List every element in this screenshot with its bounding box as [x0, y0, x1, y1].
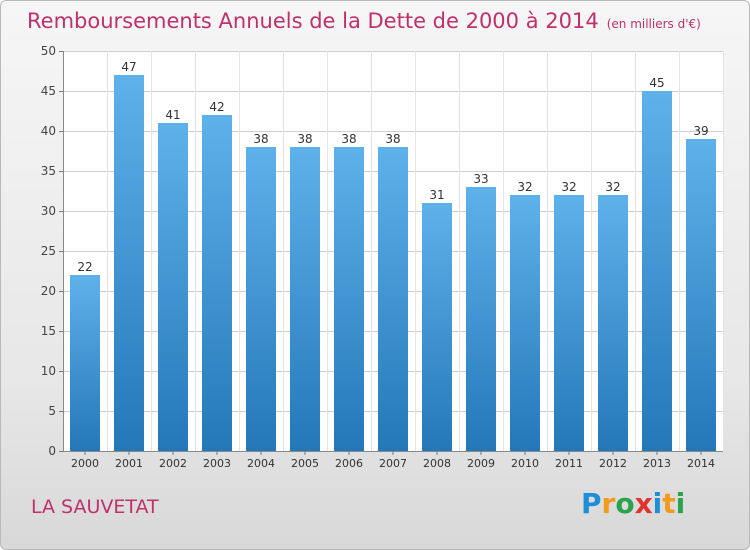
- logo-letter: i: [652, 487, 663, 520]
- logo-letter: i: [675, 487, 686, 520]
- bar-value-label: 47: [121, 60, 136, 74]
- bar-value-label: 31: [429, 188, 444, 202]
- proxiti-logo[interactable]: Proxiti: [581, 487, 685, 520]
- bar-2006[interactable]: [334, 147, 364, 451]
- y-tick-label: 20: [41, 284, 56, 298]
- bar-2001[interactable]: [114, 75, 144, 451]
- bar-value-label: 45: [649, 76, 664, 90]
- bar-2007[interactable]: [378, 147, 408, 451]
- bar-2010[interactable]: [510, 195, 540, 451]
- x-tick-label: 2014: [687, 457, 715, 470]
- bar-value-label: 38: [253, 132, 268, 146]
- bar-2011[interactable]: [554, 195, 584, 451]
- bar-2013[interactable]: [642, 91, 672, 451]
- bar-2003[interactable]: [202, 115, 232, 451]
- logo-letter: r: [601, 487, 616, 520]
- chart-title: Remboursements Annuels de la Dette de 20…: [27, 9, 701, 33]
- y-tick-label: 50: [41, 44, 56, 58]
- y-tick-label: 0: [48, 444, 56, 458]
- bar-2008[interactable]: [422, 203, 452, 451]
- bar-2009[interactable]: [466, 187, 496, 451]
- chart-unit: (en milliers d'€): [606, 17, 701, 31]
- y-tick-label: 15: [41, 324, 56, 338]
- bar-value-label: 42: [209, 100, 224, 114]
- x-tick-label: 2009: [467, 457, 495, 470]
- bar-value-label: 38: [385, 132, 400, 146]
- bar-value-label: 41: [165, 108, 180, 122]
- y-tick-label: 45: [41, 84, 56, 98]
- x-tick-label: 2008: [423, 457, 451, 470]
- bar-2004[interactable]: [246, 147, 276, 451]
- y-tick-label: 25: [41, 244, 56, 258]
- y-tick-label: 10: [41, 364, 56, 378]
- bar-value-label: 38: [341, 132, 356, 146]
- x-tick-label: 2001: [115, 457, 143, 470]
- x-tick-label: 2006: [335, 457, 363, 470]
- bar-2012[interactable]: [598, 195, 628, 451]
- y-tick-label: 40: [41, 124, 56, 138]
- bar-2000[interactable]: [70, 275, 100, 451]
- chart-title-text: Remboursements Annuels de la Dette de 20…: [27, 9, 599, 33]
- logo-letter: x: [634, 487, 653, 520]
- x-tick-label: 2012: [599, 457, 627, 470]
- bar-2005[interactable]: [290, 147, 320, 451]
- y-tick-label: 30: [41, 204, 56, 218]
- x-tick-label: 2000: [71, 457, 99, 470]
- x-tick-label: 2010: [511, 457, 539, 470]
- x-tick-label: 2004: [247, 457, 275, 470]
- town-name: LA SAUVETAT: [31, 496, 159, 518]
- bar-value-label: 38: [297, 132, 312, 146]
- x-tick-label: 2013: [643, 457, 671, 470]
- bar-value-label: 32: [605, 180, 620, 194]
- bar-value-label: 22: [77, 260, 92, 274]
- x-tick-label: 2003: [203, 457, 231, 470]
- y-tick-label: 5: [48, 404, 56, 418]
- bar-value-label: 33: [473, 172, 488, 186]
- x-tick-label: 2007: [379, 457, 407, 470]
- bar-2002[interactable]: [158, 123, 188, 451]
- bar-value-label: 32: [517, 180, 532, 194]
- y-tick-label: 35: [41, 164, 56, 178]
- logo-letter: P: [581, 487, 602, 520]
- x-tick-label: 2005: [291, 457, 319, 470]
- bar-value-label: 39: [693, 124, 708, 138]
- x-tick-label: 2002: [159, 457, 187, 470]
- logo-letter: t: [662, 487, 676, 520]
- logo-letter: o: [615, 487, 635, 520]
- bar-2014[interactable]: [686, 139, 716, 451]
- bar-value-label: 32: [561, 180, 576, 194]
- x-tick-label: 2011: [555, 457, 583, 470]
